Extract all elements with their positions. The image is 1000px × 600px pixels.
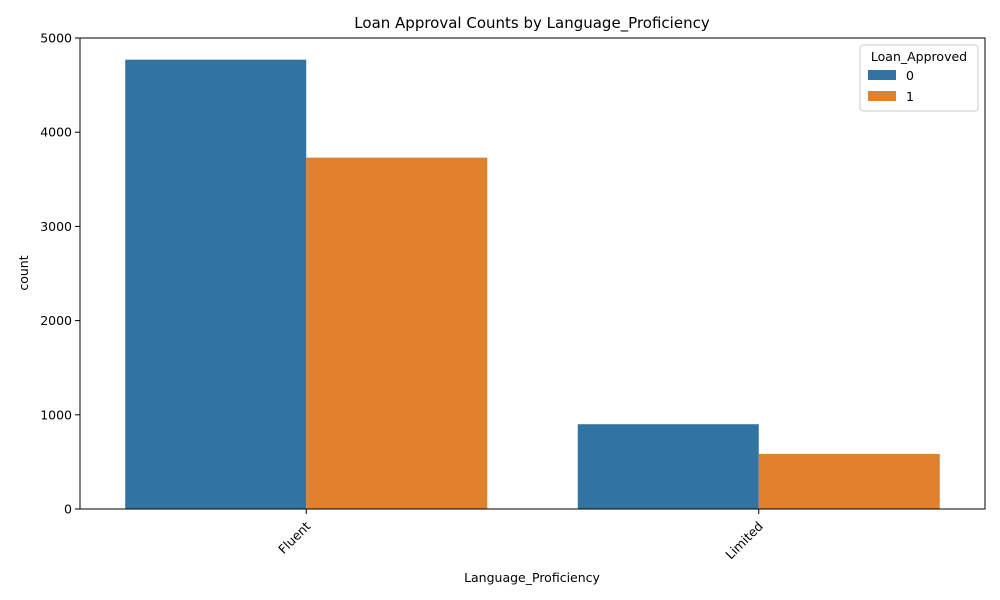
x-axis-label: Language_Proficiency: [464, 570, 600, 585]
legend-label-series-0: 0: [906, 68, 914, 83]
y-tick-label: 5000: [40, 31, 72, 46]
bar-limited-series-0: [577, 424, 759, 509]
legend-title: Loan_Approved: [871, 49, 967, 64]
bar-limited-series-1: [758, 453, 940, 509]
legend-items: 01: [868, 68, 914, 104]
y-tick-label: 3000: [40, 219, 72, 234]
legend-label-series-1: 1: [906, 89, 914, 104]
legend-swatch-series-0: [868, 70, 896, 80]
plot-frame: [79, 37, 986, 510]
y-tick-label: 4000: [40, 125, 72, 140]
y-tick-label: 0: [64, 502, 72, 517]
y-axis: 0 1000 2000 3000 4000 5000: [40, 31, 80, 517]
x-tick-label: Fluent: [275, 518, 313, 556]
bars-layer: [125, 59, 940, 509]
legend-swatch-series-1: [868, 91, 896, 101]
y-tick-label: 1000: [40, 407, 72, 422]
chart-title: Loan Approval Counts by Language_Profici…: [354, 14, 710, 33]
y-tick-label: 2000: [40, 313, 72, 328]
x-axis: Fluent Limited: [275, 509, 766, 562]
y-axis-label: count: [16, 255, 31, 290]
x-tick-label: Limited: [722, 519, 766, 563]
legend: Loan_Approved 01: [859, 44, 979, 112]
bar-fluent-series-1: [306, 157, 488, 509]
bar-fluent-series-0: [125, 59, 307, 509]
